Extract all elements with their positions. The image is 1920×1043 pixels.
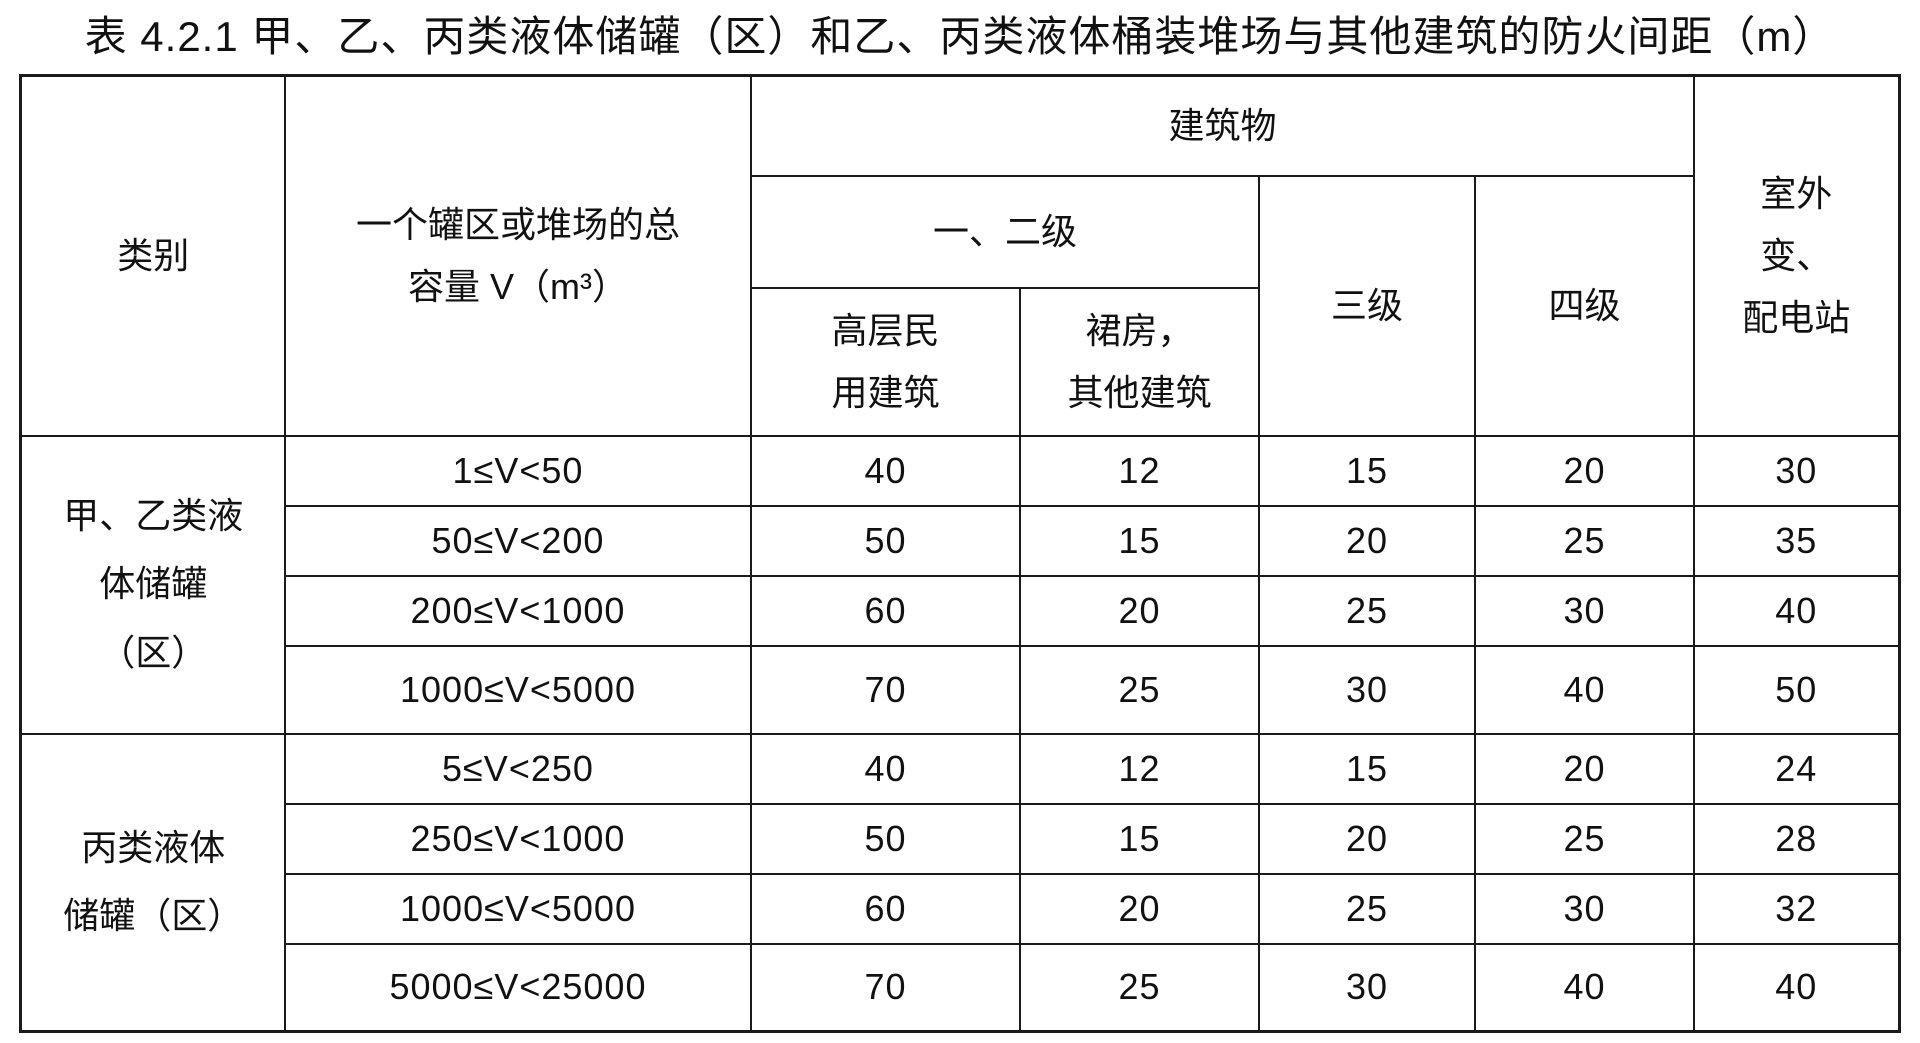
header-grade3-label: 三级 (1330, 284, 1403, 326)
distance-cell: 32 (1693, 872, 1900, 945)
distance-cell: 28 (1693, 802, 1900, 875)
table-row: 200≤V<1000 60 20 25 30 40 (21, 574, 1900, 647)
group2-label-line1: 丙类液体 (81, 826, 226, 868)
header-capacity-line1: 一个罐区或堆场的总 (355, 203, 680, 245)
header-capacity: 一个罐区或堆场的总 容量 V（m³） (283, 74, 752, 437)
header-grade12: 一、二级 (749, 174, 1260, 289)
distance-cell: 35 (1693, 504, 1900, 577)
volume-range-cell: 5000≤V<25000 (283, 942, 752, 1033)
group2-label: 丙类液体 储罐（区） (19, 732, 286, 1033)
distance-cell: 20 (1018, 872, 1260, 945)
group1-label: 甲、乙类液 体储罐 （区） (19, 434, 286, 735)
distance-cell: 30 (1257, 942, 1476, 1033)
distance-cell: 25 (1257, 574, 1476, 647)
header-buildings-label: 建筑物 (1168, 104, 1277, 146)
distance-cell: 12 (1018, 732, 1260, 805)
distance-cell: 20 (1473, 732, 1696, 805)
table-row: 50≤V<200 50 15 20 25 35 (21, 504, 1900, 577)
table-row: 5000≤V<25000 70 25 30 40 40 (21, 942, 1900, 1033)
header-buildings-group: 建筑物 (749, 74, 1696, 177)
group1-label-line2: 体储罐 (99, 563, 208, 605)
distance-cell: 15 (1018, 504, 1260, 577)
distance-cell: 25 (1473, 802, 1696, 875)
volume-range-cell: 5≤V<250 (283, 732, 752, 805)
group1-label-line1: 甲、乙类液 (63, 494, 244, 536)
table-row: 1000≤V<5000 60 20 25 30 32 (21, 872, 1900, 945)
distance-cell: 25 (1257, 872, 1476, 945)
distance-cell: 70 (749, 942, 1021, 1033)
table-row: 甲、乙类液 体储罐 （区） 1≤V<50 40 12 15 20 30 (19, 434, 1900, 735)
distance-cell: 20 (1257, 504, 1476, 577)
distance-cell: 60 (749, 574, 1021, 647)
distance-cell: 20 (1473, 434, 1696, 507)
header-podium: 裙房， 其他建筑 (1018, 286, 1260, 437)
distance-cell: 40 (749, 732, 1021, 805)
distance-cell: 40 (1693, 942, 1900, 1033)
header-substation-line2: 变、 (1760, 234, 1833, 276)
header-grade3: 三级 (1257, 174, 1476, 437)
volume-range-cell: 50≤V<200 (283, 504, 752, 577)
distance-cell: 40 (1473, 644, 1696, 735)
fire-separation-table: 类别 一个罐区或堆场的总 容量 V（m³） 建筑物 室外 变、 配电站 一、二级… (19, 74, 1901, 1033)
distance-cell: 50 (749, 504, 1021, 577)
volume-range-cell: 1≤V<50 (283, 434, 752, 507)
group1-label-line3: （区） (99, 631, 208, 673)
volume-range-cell: 200≤V<1000 (283, 574, 752, 647)
header-podium-line2: 其他建筑 (1067, 371, 1212, 413)
distance-cell: 30 (1473, 574, 1696, 647)
header-grade4-label: 四级 (1548, 284, 1621, 326)
header-substation: 室外 变、 配电站 (1693, 74, 1900, 437)
header-grade4: 四级 (1473, 174, 1696, 437)
distance-cell: 20 (1018, 574, 1260, 647)
distance-cell: 40 (1473, 942, 1696, 1033)
distance-cell: 25 (1473, 504, 1696, 577)
header-category: 类别 (19, 74, 286, 437)
table-row: 250≤V<1000 50 15 20 25 28 (21, 802, 1900, 875)
distance-cell: 25 (1018, 644, 1260, 735)
distance-cell: 20 (1257, 802, 1476, 875)
distance-cell: 15 (1257, 732, 1476, 805)
distance-cell: 25 (1018, 942, 1260, 1033)
header-highrise: 高层民 用建筑 (749, 286, 1021, 437)
table-row: 丙类液体 储罐（区） 5≤V<250 40 12 15 20 24 (19, 732, 1900, 1033)
header-highrise-line2: 用建筑 (831, 371, 940, 413)
distance-cell: 40 (1693, 574, 1900, 647)
distance-cell: 40 (749, 434, 1021, 507)
header-row-1: 类别 一个罐区或堆场的总 容量 V（m³） 建筑物 室外 变、 配电站 (19, 74, 1900, 437)
distance-cell: 60 (749, 872, 1021, 945)
table-row: 1000≤V<5000 70 25 30 40 50 (21, 644, 1900, 735)
distance-cell: 30 (1257, 644, 1476, 735)
group2-label-line2: 储罐（区） (63, 895, 244, 937)
header-substation-line1: 室外 (1760, 172, 1833, 214)
header-podium-line1: 裙房， (1085, 309, 1194, 351)
volume-range-cell: 1000≤V<5000 (283, 872, 752, 945)
volume-range-cell: 250≤V<1000 (283, 802, 752, 875)
distance-cell: 30 (1473, 872, 1696, 945)
volume-range-cell: 1000≤V<5000 (283, 644, 752, 735)
header-row-3: 高层民 用建筑 裙房， 其他建筑 (21, 286, 1899, 437)
distance-cell: 70 (749, 644, 1021, 735)
distance-cell: 30 (1693, 434, 1900, 507)
distance-cell: 15 (1257, 434, 1476, 507)
header-grade12-label: 一、二级 (932, 210, 1077, 252)
header-capacity-line2: 容量 V（m³） (407, 265, 628, 307)
distance-cell: 12 (1018, 434, 1260, 507)
header-highrise-line1: 高层民 (831, 309, 940, 351)
page-title: 表 4.2.1 甲、乙、丙类液体储罐（区）和乙、丙类液体桶装堆场与其他建筑的防火… (84, 13, 1836, 60)
distance-cell: 50 (1693, 644, 1900, 735)
distance-cell: 24 (1693, 732, 1900, 805)
header-row-2: 一、二级 三级 四级 (21, 174, 1899, 437)
distance-cell: 15 (1018, 802, 1260, 875)
header-substation-line3: 配电站 (1742, 296, 1851, 338)
header-category-label: 类别 (117, 234, 190, 276)
distance-cell: 50 (749, 802, 1021, 875)
